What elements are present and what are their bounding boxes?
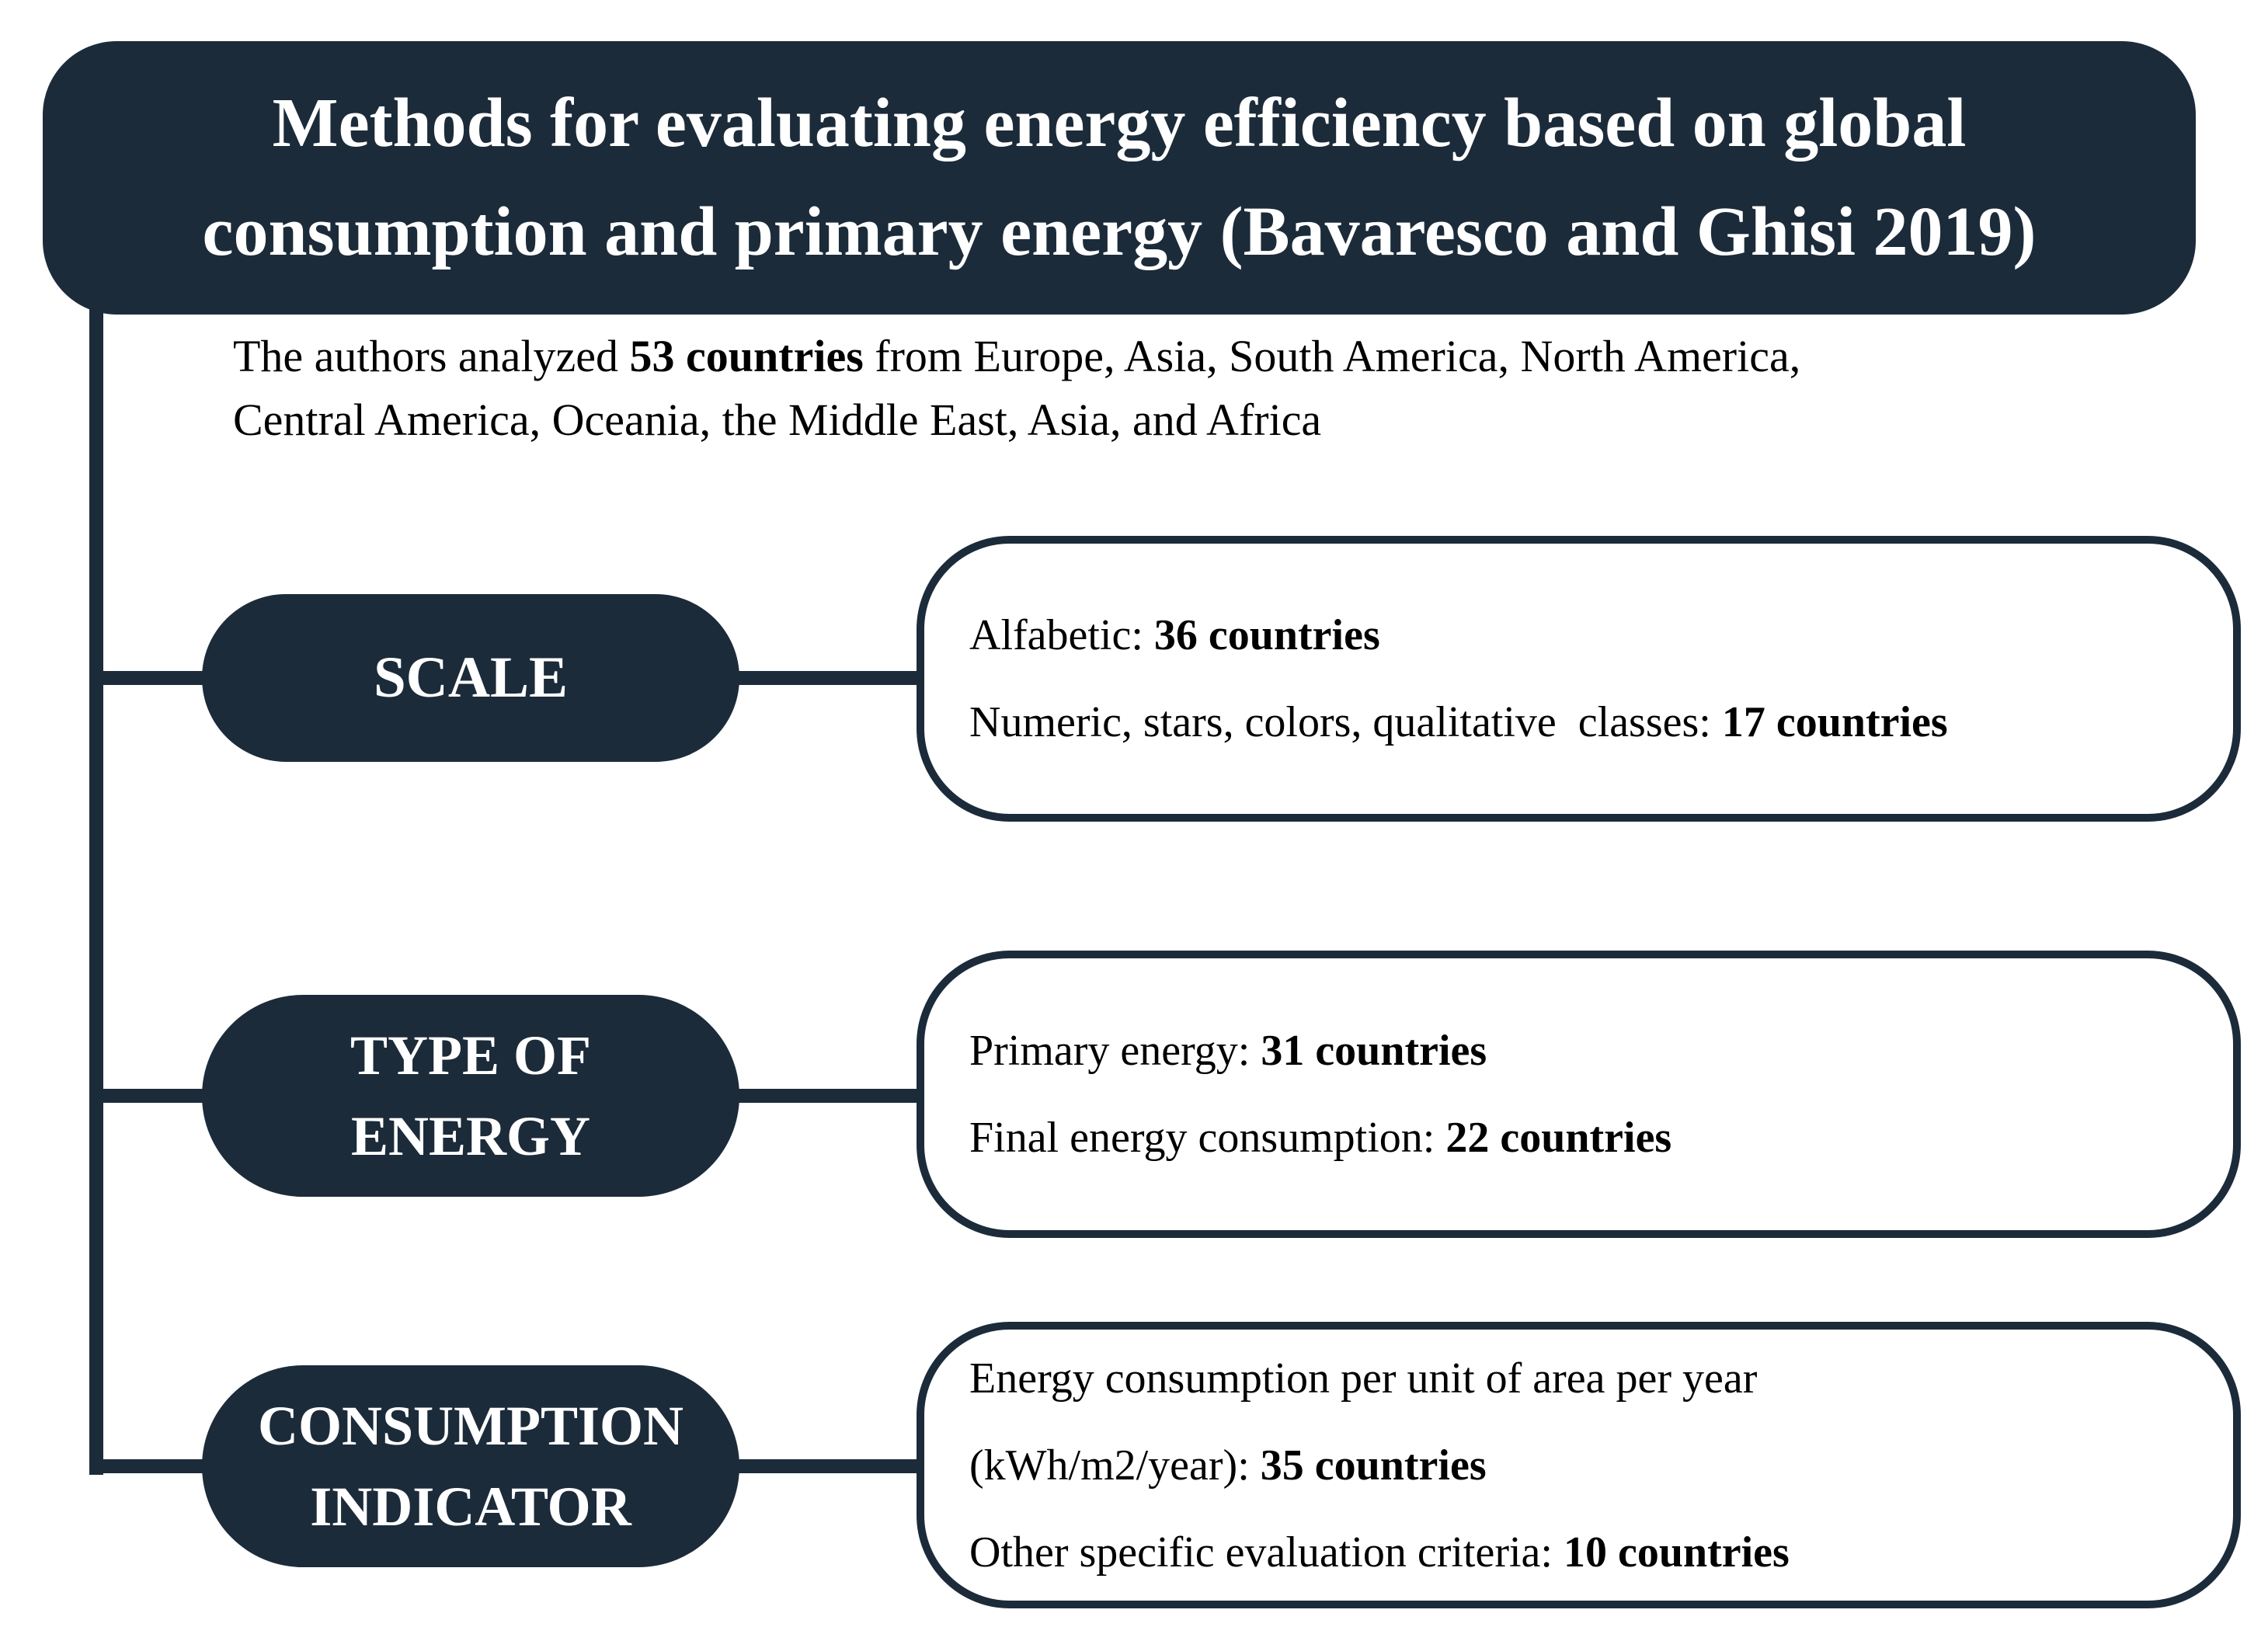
node-scale: SCALE: [202, 594, 739, 762]
detail-line: Primary energy: 31 countries: [969, 1027, 1487, 1075]
detail-box-type-of-energy: Primary energy: 31 countries Final energ…: [917, 951, 2241, 1238]
detail-line: Energy consumption per unit of area per …: [969, 1354, 1758, 1403]
node-type-of-energy-label: TYPE OF ENERGY: [350, 1024, 591, 1167]
detail-line: Numeric, stars, colors, qualitative clas…: [969, 698, 1948, 746]
detail-line: Final energy consumption: 22 countries: [969, 1114, 1672, 1162]
detail-line: Other specific evaluation criteria: 10 c…: [969, 1528, 1790, 1577]
detail-box-consumption-indicator: Energy consumption per unit of area per …: [917, 1322, 2241, 1608]
intro-paragraph: The authors analyzed 53 countries from E…: [233, 331, 1801, 445]
diagram-title: Methods for evaluating energy efficiency…: [202, 85, 2037, 270]
node-consumption-indicator: CONSUMPTION INDICATOR: [202, 1365, 739, 1567]
node-consumption-indicator-label: CONSUMPTION INDICATOR: [257, 1395, 684, 1538]
connector-trunk: [89, 303, 103, 1475]
detail-line: Alfabetic: 36 countries: [969, 611, 1380, 659]
detail-box-scale: Alfabetic: 36 countries Numeric, stars, …: [917, 536, 2241, 822]
node-scale-label: SCALE: [373, 645, 569, 710]
node-type-of-energy: TYPE OF ENERGY: [202, 995, 739, 1197]
detail-line: (kWh/m2/year): 35 countries: [969, 1441, 1487, 1490]
header-box: Methods for evaluating energy efficiency…: [43, 41, 2196, 315]
